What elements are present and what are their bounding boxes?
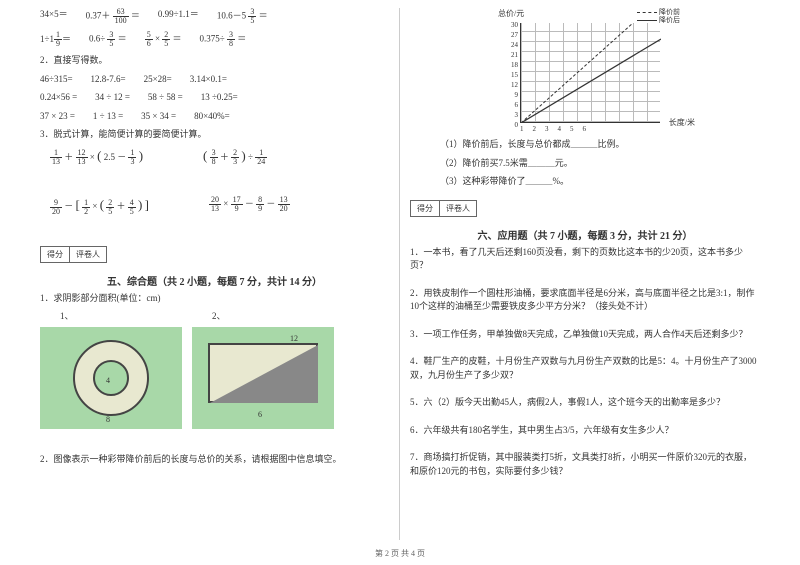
expr: 0.99÷1.1＝: [158, 8, 199, 25]
q3-title: 3．脱式计算，能简便计算的要简便计算。: [40, 128, 389, 141]
q2-row: 46÷315= 12.8-7.6= 25×28= 3.14×0.1=: [40, 73, 389, 86]
expr: 0.6÷ 35 ＝: [89, 31, 127, 48]
app-q7: 7．商场搞打折促销，其中服装类打5折，文具类打8折，小明买一件原价320元的衣服…: [410, 451, 760, 478]
circle-diagram: 4 8: [40, 327, 182, 429]
q2-row: 37 × 23 = 1 ÷ 13 = 35 × 34 = 80×40%=: [40, 110, 389, 123]
expr: 920 － [ 12 × ( 25 ＋ 45 ) ]: [50, 196, 149, 215]
chart-q3: （3）这种彩带降价了＿＿＿%。: [440, 175, 760, 188]
app-q1: 1．一本书，看了几天后还剩160页没看，剩下的页数比这本书的少20页，这本书多少…: [410, 246, 760, 273]
app-q3: 3．一项工作任务，甲单独做8天完成，乙单独做10天完成，两人合作4天后还剩多少？: [410, 328, 760, 342]
fraction: 35: [248, 8, 256, 25]
fraction: 63100: [113, 8, 129, 25]
score-label: 得分: [41, 247, 70, 262]
q2-title: 2．直接写得数。: [40, 54, 389, 67]
chart-q2: （2）降价前买7.5米需＿＿＿元。: [440, 157, 760, 170]
score-box: 得分 评卷人: [40, 246, 107, 263]
expr: 56 × 25 ＝: [145, 31, 182, 48]
app-q5: 5．六（2）版今天出勤45人，病假2人，事假1人，这个班今天的出勤率是多少？: [410, 396, 760, 410]
x-ticks: 123456: [520, 125, 586, 133]
q2-row: 0.24×56 = 34 ÷ 12 = 58 ÷ 58 = 13 ÷0.25=: [40, 91, 389, 104]
app-q2: 2．用铁皮制作一个圆柱形油桶，要求底面半径是6分米，高与底面半径之比是3:1，制…: [410, 287, 760, 314]
q3-row-2: 920 － [ 12 × ( 25 ＋ 45 ) ] 2013 × 179 － …: [50, 196, 389, 215]
page-footer: 第 2 页 共 4 页: [0, 548, 800, 559]
expr: 2013 × 179 － 89 － 1320: [209, 196, 290, 215]
sub-label: 1、: [60, 310, 182, 323]
section-6-title: 六、应用题（共 7 小题，每题 3 分，共计 21 分）: [410, 227, 760, 242]
expr: 0.375÷ 38 ＝: [200, 31, 247, 48]
expr: 113 ＋ 1213 × ( 2.5 － 13 ): [50, 147, 143, 166]
q5-1: 1．求阴影部分面积(单位：cm): [40, 292, 389, 305]
diagram-row: 1、 4 8 2、 12 6: [40, 310, 389, 432]
grader-label: 评卷人: [440, 201, 476, 216]
expr: 1÷1 19 ＝: [40, 31, 71, 48]
line-before: [521, 23, 633, 123]
calc-row-1: 34×5＝ 0.37＋ 63100 ＝ 0.99÷1.1＝ 10.6－5 35 …: [40, 8, 389, 25]
right-column: 降价前 降价后 总价/元 302724211815129630 123456 长…: [400, 8, 770, 540]
expr: ( 38 ＋ 23 ) ÷ 124: [203, 147, 267, 166]
score-label: 得分: [411, 201, 440, 216]
section-5-title: 五、综合题（共 2 小题，每题 7 分，共计 14 分）: [40, 273, 389, 288]
price-chart: 降价前 降价后 总价/元 302724211815129630 123456 长…: [500, 8, 680, 138]
app-q4: 4．鞋厂生产的皮鞋，十月份生产双数与九月份生产双数的比是5：4。十月份生产了30…: [410, 355, 760, 382]
expr: 10.6－5 35 ＝: [217, 8, 268, 25]
expr: 34×5＝: [40, 8, 68, 25]
expr: 0.37＋ 63100 ＝: [86, 8, 140, 25]
left-column: 34×5＝ 0.37＋ 63100 ＝ 0.99÷1.1＝ 10.6－5 35 …: [30, 8, 400, 540]
score-box: 得分 评卷人: [410, 200, 477, 217]
q5-2: 2．图像表示一种彩带降价前后的长度与总价的关系，请根据图中信息填空。: [40, 453, 389, 466]
chart-q1: （1）降价前后，长度与总价都成＿＿＿比例。: [440, 138, 760, 151]
sub-label: 2、: [212, 310, 334, 323]
grader-label: 评卷人: [70, 247, 106, 262]
line-after: [521, 39, 661, 123]
q3-row: 113 ＋ 1213 × ( 2.5 － 13 ) ( 38 ＋ 23 ) ÷ …: [50, 147, 389, 166]
x-axis-label: 长度/米: [669, 117, 695, 128]
y-ticks: 302724211815129630: [508, 20, 518, 130]
triangle-diagram: 12 6: [192, 327, 334, 429]
calc-row-2: 1÷1 19 ＝ 0.6÷ 35 ＝ 56 × 25 ＝ 0.375÷ 38 ＝: [40, 31, 389, 48]
app-q6: 6．六年级共有180名学生，其中男生占3/5，六年级有女生多少人？: [410, 424, 760, 438]
y-axis-label: 总价/元: [498, 8, 524, 19]
